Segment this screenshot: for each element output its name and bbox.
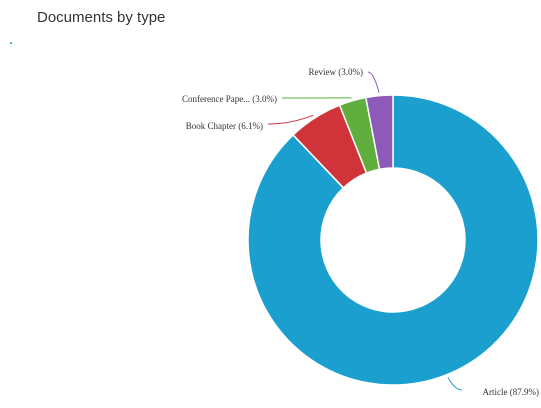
leader-line bbox=[447, 377, 463, 391]
chart-title: Documents by type bbox=[37, 9, 165, 26]
leader-line bbox=[367, 71, 380, 93]
slice-label: Conference Pape... (3.0%) bbox=[182, 94, 277, 104]
slice-label: Book Chapter (6.1%) bbox=[186, 121, 263, 131]
dot bbox=[10, 42, 12, 44]
donut-segment bbox=[364, 94, 394, 171]
leader-line bbox=[267, 114, 314, 125]
slice-label: Article (87.9%) bbox=[483, 387, 539, 397]
donut-segment bbox=[247, 94, 539, 386]
slice-label: Review (3.0%) bbox=[309, 67, 363, 77]
